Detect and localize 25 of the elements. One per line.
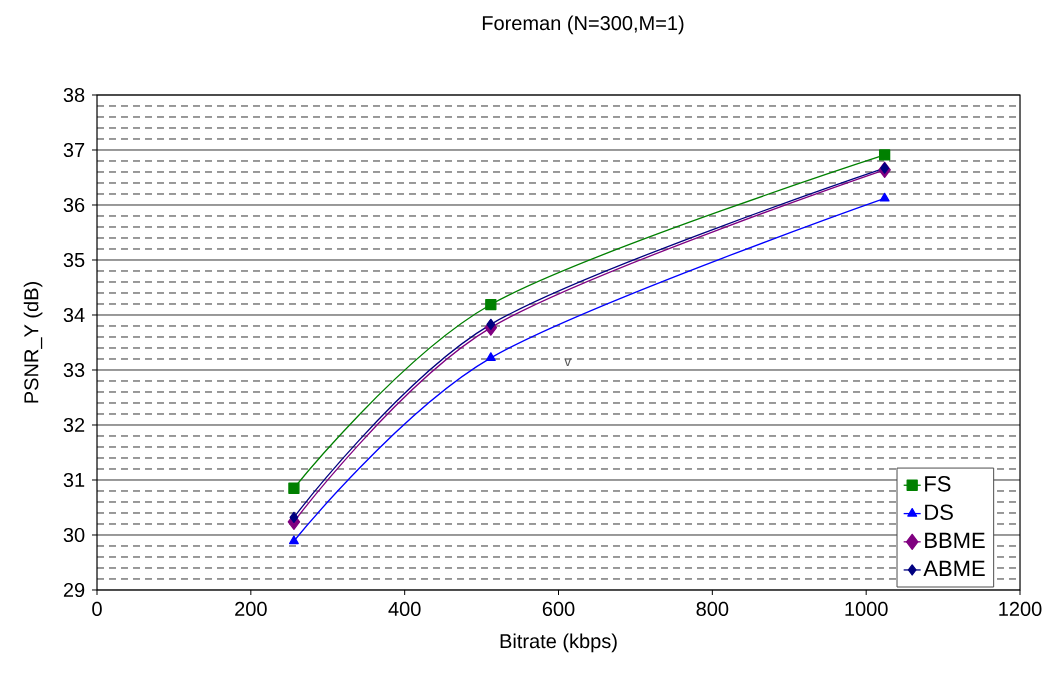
y-tick-label: 35 (63, 252, 85, 268)
legend-label: FS (925, 476, 951, 492)
x-tick-label: 800 (696, 601, 729, 617)
y-tick-label: 36 (63, 197, 85, 213)
legend-label: ABME (923, 560, 985, 577)
y-tick-label: 32 (63, 417, 85, 433)
x-tick-label: 400 (388, 601, 421, 617)
y-tick-label: 31 (63, 472, 85, 488)
x-axis-title: Bitrate (kbps) (500, 633, 617, 653)
legend-label: BBME (925, 532, 985, 548)
chart-title: Foreman (N=300,M=1) (482, 15, 684, 35)
y-tick-label: 37 (63, 142, 85, 158)
x-tick-label: 1000 (845, 601, 888, 617)
annotation: v (564, 358, 572, 366)
y-axis-title: PSNR_Y (dB) (23, 282, 43, 403)
y-tick-label: 33 (63, 362, 85, 378)
y-tick-label: 29 (63, 582, 85, 598)
y-tick-label: 34 (63, 307, 85, 323)
x-tick-label: 200 (235, 601, 267, 617)
legend-label: DS (925, 504, 953, 520)
x-tick-label: 600 (542, 601, 575, 617)
x-tick-label: 0 (92, 601, 102, 617)
y-tick-label: 30 (63, 527, 85, 543)
x-tick-label: 1200 (999, 601, 1042, 617)
y-tick-label: 38 (63, 87, 85, 103)
